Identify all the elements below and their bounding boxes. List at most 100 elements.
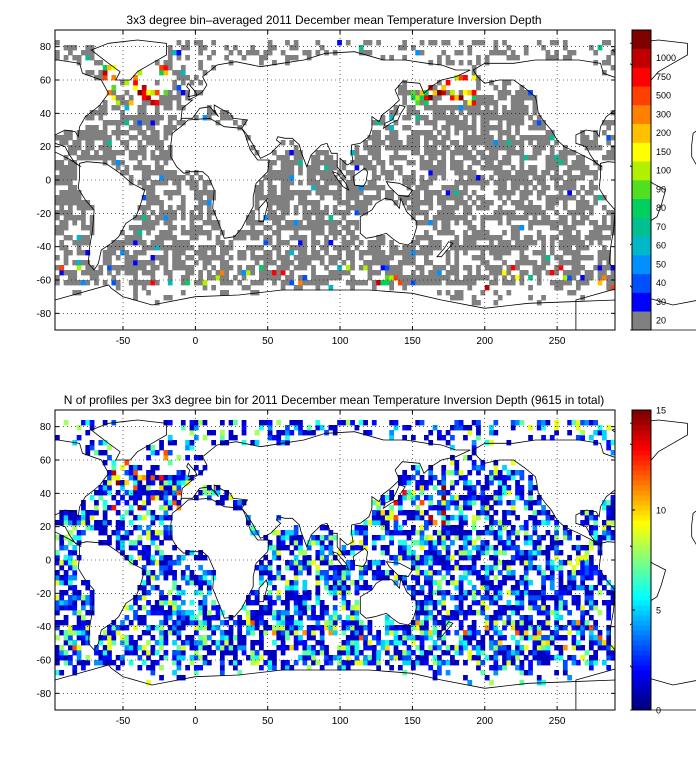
bin-cell xyxy=(415,635,421,641)
bin-cell xyxy=(484,580,490,586)
bin-cell xyxy=(371,130,377,136)
bin-cell xyxy=(567,655,572,661)
bin-cell xyxy=(489,280,494,286)
bin-cell xyxy=(237,660,243,666)
bin-cell xyxy=(376,40,381,46)
bin-cell xyxy=(480,605,486,611)
bin-cell xyxy=(502,510,507,516)
bin-cell xyxy=(59,195,65,201)
bin-cell xyxy=(289,180,295,186)
bin-cell xyxy=(437,275,442,281)
bin-cell xyxy=(484,120,490,126)
bin-cell xyxy=(81,640,86,646)
bin-cell xyxy=(371,645,377,651)
bin-cell xyxy=(471,110,477,116)
bin-cell xyxy=(497,245,503,251)
bin-cell xyxy=(376,160,381,166)
bin-cell xyxy=(319,175,325,181)
bin-cell xyxy=(163,150,169,156)
bin-cell xyxy=(250,220,256,226)
bin-cell xyxy=(345,605,351,611)
bin-cell xyxy=(580,185,586,191)
bin-cell xyxy=(419,275,425,281)
bin-cell xyxy=(298,160,303,166)
bin-cell xyxy=(406,255,412,261)
bin-cell xyxy=(107,260,112,266)
bin-cell xyxy=(445,580,451,586)
bin-cell xyxy=(289,170,295,176)
bin-cell xyxy=(219,240,225,246)
bin-cell xyxy=(68,250,73,256)
bin-cell xyxy=(376,560,381,566)
bin-cell xyxy=(532,595,538,601)
bin-cell xyxy=(606,55,612,61)
bin-cell xyxy=(549,55,555,61)
bin-cell xyxy=(567,570,572,576)
bin-cell xyxy=(63,605,69,611)
bin-cell xyxy=(324,245,329,251)
bin-cell xyxy=(562,275,568,281)
bin-cell xyxy=(332,165,338,171)
bin-cell xyxy=(267,180,273,186)
bin-cell xyxy=(285,155,290,161)
bin-cell xyxy=(72,170,78,176)
bin-cell xyxy=(471,125,477,131)
bin-cell xyxy=(358,540,364,546)
bin-cell xyxy=(419,280,425,286)
bin-cell xyxy=(250,265,256,271)
bin-cell xyxy=(133,125,138,131)
bin-cell xyxy=(107,270,112,276)
bin-cell xyxy=(358,635,364,641)
bin-cell xyxy=(571,235,577,241)
bin-cell xyxy=(467,60,473,66)
bin-cell xyxy=(215,255,221,261)
bin-cell xyxy=(415,240,421,246)
bin-cell xyxy=(298,600,303,606)
bin-cell xyxy=(63,640,69,646)
bin-cell xyxy=(159,115,164,121)
bin-cell xyxy=(176,70,182,76)
bin-cell xyxy=(471,635,477,641)
bin-cell xyxy=(428,220,434,226)
bin-cell xyxy=(206,270,212,276)
bin-cell xyxy=(115,125,121,131)
bin-cell xyxy=(185,575,190,581)
bin-cell xyxy=(298,250,303,256)
bin-cell xyxy=(463,545,468,551)
bin-cell xyxy=(493,530,499,536)
bin-cell xyxy=(606,625,612,631)
bin-cell xyxy=(63,215,69,221)
bin-cell xyxy=(128,255,134,261)
bin-cell xyxy=(402,530,408,536)
bin-cell xyxy=(463,155,468,161)
bin-cell xyxy=(463,275,468,281)
bin-cell xyxy=(228,660,234,666)
bin-cell xyxy=(324,210,329,216)
bin-cell xyxy=(432,155,438,161)
bin-cell xyxy=(193,195,199,201)
bin-cell xyxy=(575,570,581,576)
bin-cell xyxy=(588,625,594,631)
bin-cell xyxy=(141,165,147,171)
bin-cell xyxy=(419,560,425,566)
bin-cell xyxy=(254,280,260,286)
bin-cell xyxy=(202,200,208,206)
bin-cell xyxy=(128,660,134,666)
bin-cell xyxy=(380,510,386,516)
bin-cell xyxy=(150,585,156,591)
bin-cell xyxy=(493,115,499,121)
bin-cell xyxy=(428,190,434,196)
bin-cell xyxy=(289,190,295,196)
bin-cell xyxy=(515,140,520,146)
bin-cell xyxy=(311,235,316,241)
bin-cell xyxy=(497,235,503,241)
bin-cell xyxy=(389,110,395,116)
bin-cell xyxy=(254,615,260,621)
bin-cell xyxy=(588,655,594,661)
bin-cell xyxy=(558,155,564,161)
bin-cell xyxy=(107,660,112,666)
bin-cell xyxy=(580,580,586,586)
bin-cell xyxy=(280,625,286,631)
bin-cell xyxy=(428,270,434,276)
bin-cell xyxy=(419,525,425,531)
